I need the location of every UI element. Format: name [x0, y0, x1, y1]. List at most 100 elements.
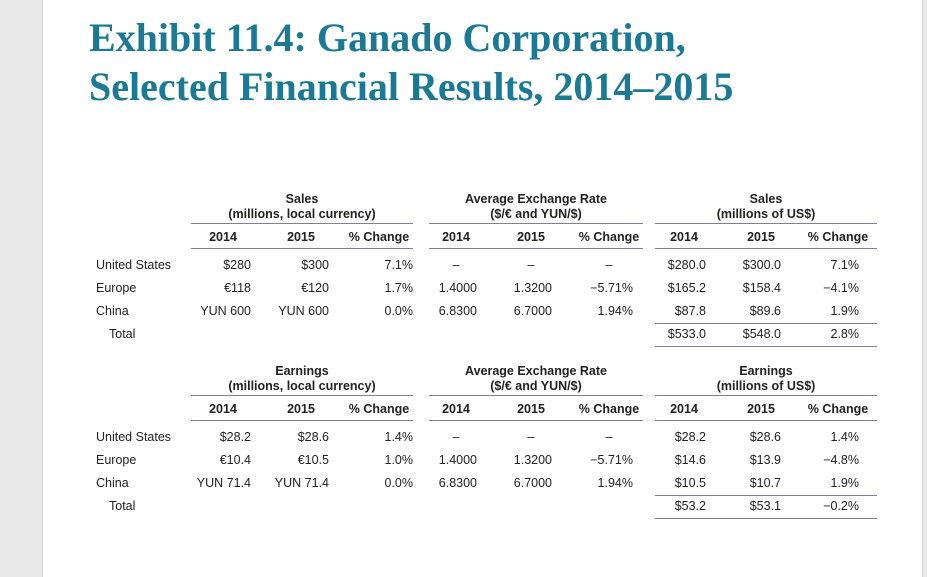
- earnings-fx-column-rule: [429, 420, 643, 421]
- sales-usd-col-2: % Change: [807, 230, 869, 244]
- sales-row-label: China: [96, 304, 129, 318]
- document-page: Exhibit 11.4: Ganado Corporation, Select…: [42, 0, 923, 577]
- sales-usd-cell: −4.1%: [823, 281, 859, 295]
- sales-usd-column-rule: [655, 248, 877, 249]
- sales-usd-col-0: 2014: [670, 230, 698, 244]
- earnings-fx-cell: −5.71%: [590, 453, 633, 467]
- earnings-total-usd-cell: −0.2%: [823, 499, 859, 513]
- earnings-fx-cell: 6.7000: [513, 476, 552, 490]
- earnings-local-cell: 1.4%: [384, 430, 414, 444]
- earnings-local-cell: 1.0%: [384, 453, 414, 467]
- earnings-local-cell: 0.0%: [384, 476, 414, 490]
- earnings-local-column-rule: [191, 420, 413, 421]
- earnings-total-label: Total: [109, 499, 136, 513]
- earnings-fx-cell: 1.94%: [597, 476, 633, 490]
- earnings-usd-cell: $14.6: [674, 453, 706, 467]
- earnings-usd-col-2: % Change: [807, 402, 869, 416]
- sales-local-cell: YUN 600: [200, 304, 251, 318]
- earnings-local-header-line-1: Earnings: [275, 364, 329, 378]
- sales-local-cell: 7.1%: [384, 258, 414, 272]
- sales-local-header-line-1: Sales: [285, 192, 319, 206]
- earnings-usd-col-1: 2015: [747, 402, 775, 416]
- earnings-fx-cell: –: [605, 430, 613, 444]
- sales-local-cell: YUN 600: [278, 304, 329, 318]
- sales-bottom-rule: [655, 346, 877, 347]
- sales-usd-cell: $87.8: [674, 304, 706, 318]
- earnings-fx-col-2: % Change: [578, 402, 640, 416]
- sales-local-col-1: 2015: [287, 230, 315, 244]
- earnings-usd-header-line-2: (millions of US$): [716, 379, 816, 393]
- sales-local-cell: 1.7%: [384, 281, 414, 295]
- earnings-usd-cell: 1.9%: [830, 476, 860, 490]
- sales-fx-cell: 6.8300: [438, 304, 477, 318]
- sales-usd-cell: 1.9%: [830, 304, 860, 318]
- earnings-fx-cell: –: [452, 430, 460, 444]
- sales-fx-cell: −5.71%: [590, 281, 633, 295]
- earnings-fx-cell: –: [527, 430, 535, 444]
- sales-fx-col-2: % Change: [578, 230, 640, 244]
- sales-row-label: United States: [96, 258, 172, 272]
- earnings-bottom-rule: [655, 518, 877, 519]
- earnings-local-cell: €10.5: [297, 453, 329, 467]
- sales-usd-header-line-1: Sales: [749, 192, 783, 206]
- sales-fx-column-rule: [429, 248, 643, 249]
- sales-usd-cell: $280.0: [667, 258, 706, 272]
- earnings-usd-cell: −4.8%: [823, 453, 859, 467]
- earnings-local-cell: $28.2: [219, 430, 251, 444]
- earnings-local-cell: YUN 71.4: [196, 476, 251, 490]
- sales-fx-cell: –: [452, 258, 460, 272]
- earnings-row-label: China: [96, 476, 129, 490]
- sales-usd-header-line-2: (millions of US$): [716, 207, 816, 221]
- sales-local-cell: $300: [301, 258, 329, 272]
- earnings-usd-cell: 1.4%: [830, 430, 860, 444]
- sales-fx-cell: –: [605, 258, 613, 272]
- sales-fx-header-line-1: Average Exchange Rate: [465, 192, 607, 206]
- earnings-fx-header-rule: [429, 395, 643, 396]
- sales-local-col-0: 2014: [209, 230, 237, 244]
- sales-usd-header-rule: [655, 223, 877, 224]
- earnings-fx-cell: 1.3200: [513, 453, 552, 467]
- earnings-local-col-1: 2015: [287, 402, 315, 416]
- earnings-total-rule: [655, 495, 877, 496]
- exhibit-title-line-2: Selected Financial Results, 2014–2015: [89, 64, 734, 109]
- sales-local-cell: $280: [223, 258, 251, 272]
- sales-fx-cell: 6.7000: [513, 304, 552, 318]
- earnings-fx-col-0: 2014: [442, 402, 470, 416]
- earnings-usd-cell: $28.6: [749, 430, 781, 444]
- earnings-total-usd-cell: $53.2: [674, 499, 706, 513]
- earnings-usd-cell: $28.2: [674, 430, 706, 444]
- earnings-local-cell: YUN 71.4: [274, 476, 329, 490]
- earnings-total-usd-cell: $53.1: [749, 499, 781, 513]
- sales-usd-cell: 7.1%: [830, 258, 860, 272]
- earnings-fx-header-line-2: ($/€ and YUN/$): [490, 379, 582, 393]
- sales-total-label: Total: [109, 327, 136, 341]
- earnings-usd-cell: $13.9: [749, 453, 781, 467]
- earnings-fx-cell: 6.8300: [438, 476, 477, 490]
- earnings-row-label: Europe: [96, 453, 137, 467]
- earnings-usd-cell: $10.7: [749, 476, 781, 490]
- sales-fx-header-rule: [429, 223, 643, 224]
- sales-fx-cell: 1.3200: [513, 281, 552, 295]
- sales-total-usd-cell: 2.8%: [830, 327, 860, 341]
- sales-row-label: Europe: [96, 281, 137, 295]
- sales-fx-cell: 1.4000: [438, 281, 477, 295]
- earnings-usd-column-rule: [655, 420, 877, 421]
- earnings-local-header-line-2: (millions, local currency): [228, 379, 376, 393]
- sales-total-usd-cell: $533.0: [667, 327, 706, 341]
- earnings-local-header-rule: [191, 395, 413, 396]
- earnings-usd-cell: $10.5: [674, 476, 706, 490]
- earnings-local-cell: $28.6: [297, 430, 329, 444]
- sales-fx-col-0: 2014: [442, 230, 470, 244]
- sales-local-col-2: % Change: [348, 230, 410, 244]
- earnings-usd-header-rule: [655, 395, 877, 396]
- sales-fx-header-line-2: ($/€ and YUN/$): [490, 207, 582, 221]
- sales-local-cell: €120: [301, 281, 329, 295]
- sales-local-column-rule: [191, 248, 413, 249]
- sales-fx-col-1: 2015: [517, 230, 545, 244]
- sales-usd-cell: $165.2: [667, 281, 706, 295]
- sales-total-rule: [655, 323, 877, 324]
- sales-fx-cell: –: [527, 258, 535, 272]
- sales-usd-cell: $300.0: [742, 258, 781, 272]
- sales-local-header-line-2: (millions, local currency): [228, 207, 376, 221]
- exhibit-title-line-1: Exhibit 11.4: Ganado Corporation,: [89, 15, 686, 60]
